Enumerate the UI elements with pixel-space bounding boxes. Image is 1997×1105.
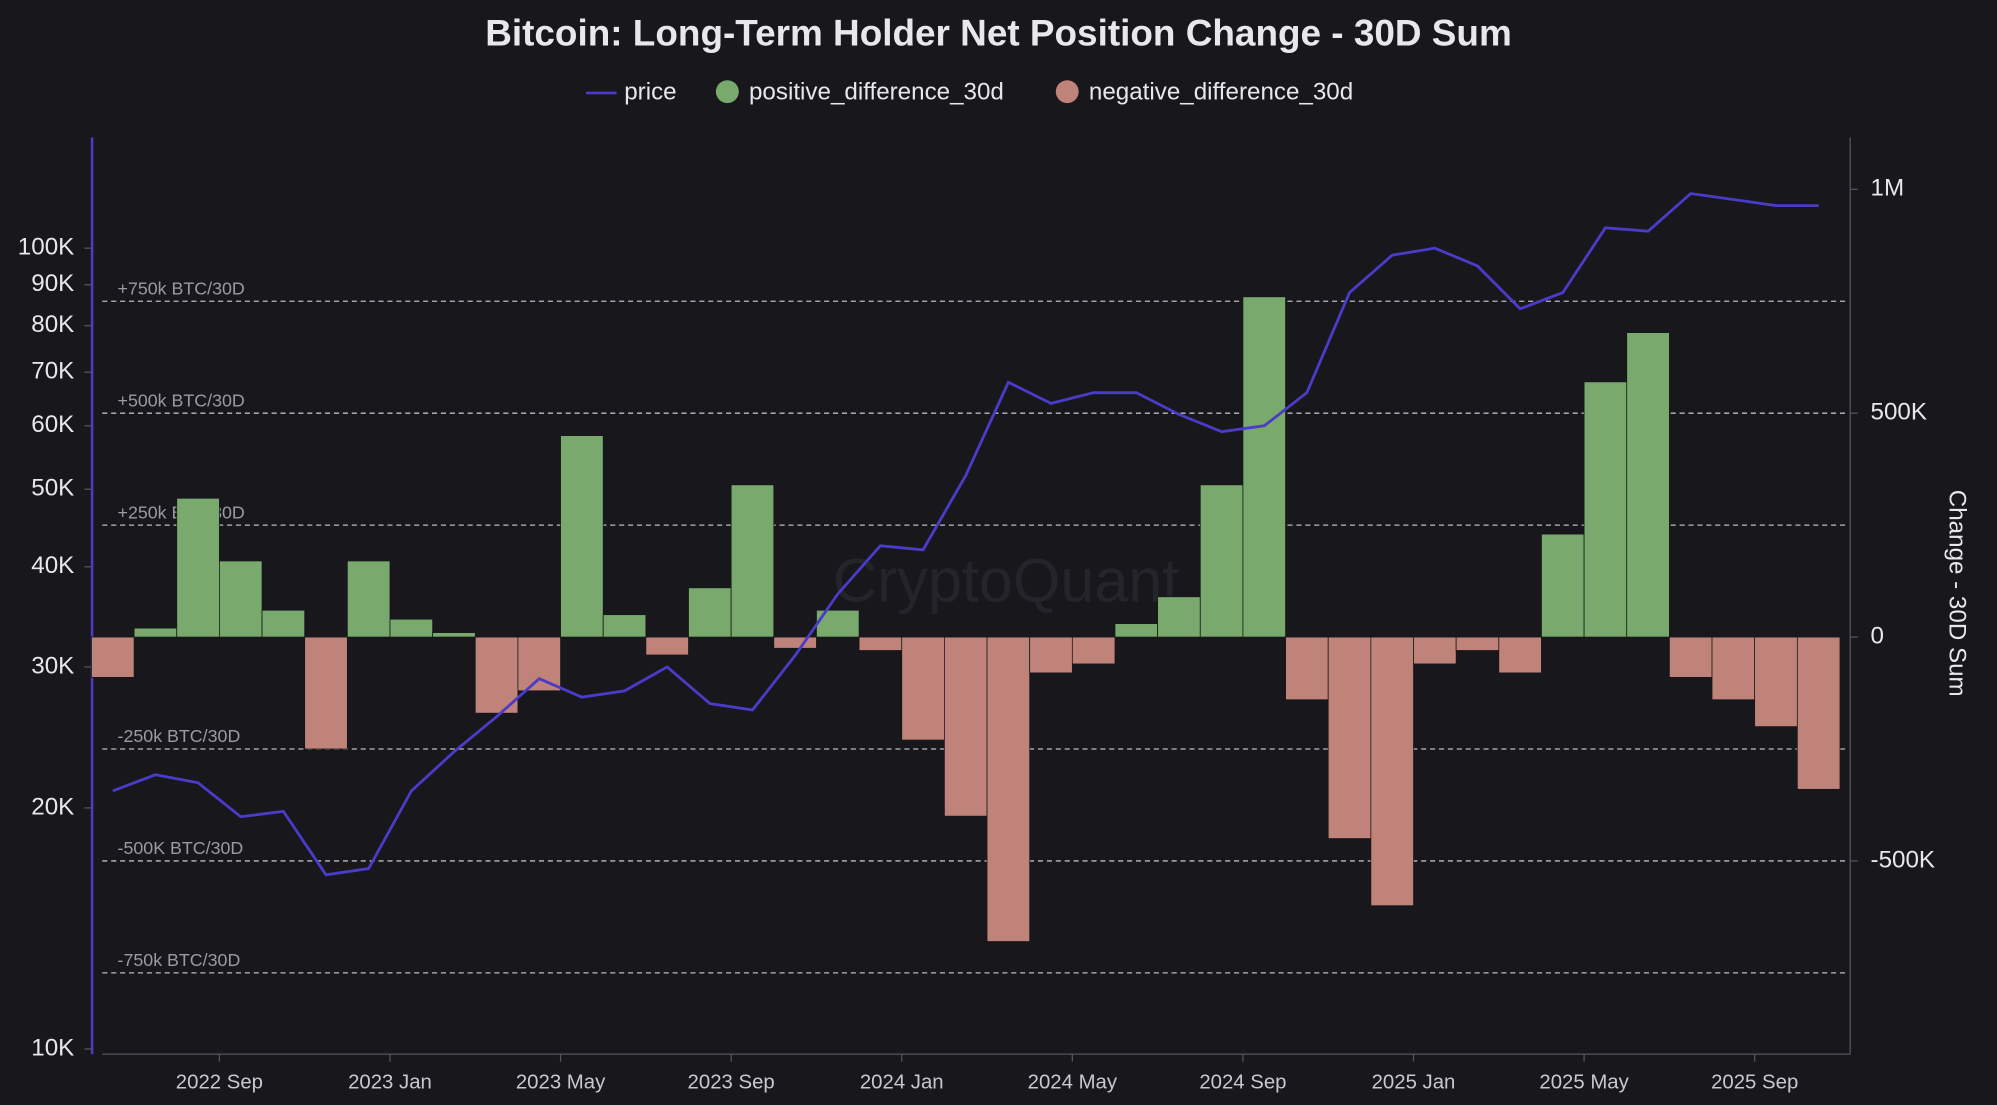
bar — [432, 632, 476, 638]
y-tick-label: 90K — [31, 270, 74, 297]
y2-tick-label: -500K — [1871, 846, 1936, 873]
chart-title: Bitcoin: Long-Term Holder Net Position C… — [485, 12, 1512, 53]
legend: price positive_difference_30d negative_dif… — [586, 78, 1353, 105]
bar — [688, 587, 732, 638]
bar — [1711, 636, 1756, 701]
bar — [1455, 636, 1500, 651]
bar — [901, 636, 945, 741]
reference-label: -750k BTC/30D — [118, 950, 241, 970]
bar — [1327, 636, 1372, 839]
x-tick-label: 2022 Sep — [176, 1072, 263, 1094]
bar — [730, 484, 775, 638]
bar — [133, 627, 178, 638]
reference-label: -250k BTC/30D — [118, 726, 241, 746]
y-tick-label: 10K — [31, 1034, 74, 1061]
x-tick-label: 2023 Jan — [348, 1072, 432, 1094]
legend-swatch — [715, 80, 739, 104]
bar — [219, 560, 263, 638]
bar — [1583, 381, 1628, 638]
y2-tick-label: 1M — [1871, 175, 1905, 202]
reference-label: -500K BTC/30D — [118, 838, 244, 858]
watermark: CryptoQuant — [833, 547, 1179, 615]
price-line — [112, 192, 1819, 877]
bar — [304, 636, 348, 750]
bar — [560, 435, 604, 638]
y-tick-label: 60K — [31, 411, 74, 438]
y2-axis-title: Change - 30D Sum — [1943, 490, 1970, 697]
bar — [1796, 636, 1841, 790]
x-tick-label: 2025 May — [1539, 1072, 1629, 1094]
y2-tick-label: 0 — [1871, 622, 1884, 649]
bar — [1370, 636, 1414, 907]
bar — [1498, 636, 1542, 674]
x-tick-label: 2025 Sep — [1711, 1072, 1798, 1094]
bar — [944, 636, 988, 817]
bar — [1157, 596, 1201, 638]
bar — [517, 636, 561, 692]
bar — [1541, 533, 1585, 638]
x-tick-label: 2025 Jan — [1372, 1072, 1456, 1094]
legend-label: positive_difference_30d — [749, 78, 1004, 105]
bar — [986, 636, 1031, 942]
y-tick-label: 80K — [31, 311, 74, 338]
bar — [645, 636, 689, 656]
x-tick-label: 2024 Jan — [860, 1072, 944, 1094]
bar — [1285, 636, 1329, 701]
bar — [91, 636, 135, 678]
y-tick-label: 70K — [31, 358, 74, 385]
bar — [261, 609, 306, 638]
x-tick-label: 2024 Sep — [1199, 1072, 1286, 1094]
bar — [1626, 332, 1670, 638]
bar — [602, 614, 647, 638]
bar — [1754, 636, 1798, 727]
y-tick-label: 40K — [31, 552, 74, 579]
reference-label: +750k BTC/30D — [118, 279, 245, 299]
bar — [1199, 484, 1244, 638]
bar — [1669, 636, 1713, 678]
bar — [1029, 636, 1073, 674]
x-tick-label: 2023 May — [516, 1072, 606, 1094]
y-tick-label: 50K — [31, 475, 74, 502]
bar — [1071, 636, 1116, 665]
bar — [389, 618, 434, 638]
y-tick-label: 100K — [18, 234, 74, 261]
legend-label: negative_difference_30d — [1089, 78, 1353, 105]
bar — [1114, 623, 1159, 638]
x-tick-label: 2023 Sep — [688, 1072, 775, 1094]
y2-tick-label: 500K — [1871, 399, 1927, 426]
y-tick-label: 20K — [31, 793, 74, 820]
legend-label: price — [624, 78, 676, 105]
bar — [1242, 296, 1286, 638]
bar — [858, 636, 903, 651]
legend-swatch — [1055, 80, 1079, 104]
y-tick-label: 30K — [31, 652, 74, 679]
bar — [773, 636, 817, 649]
bar — [1413, 636, 1457, 665]
x-tick-label: 2024 May — [1028, 1072, 1118, 1094]
bar — [474, 636, 519, 714]
bar — [346, 560, 391, 638]
bar — [176, 497, 220, 638]
reference-label: +500k BTC/30D — [118, 390, 245, 410]
